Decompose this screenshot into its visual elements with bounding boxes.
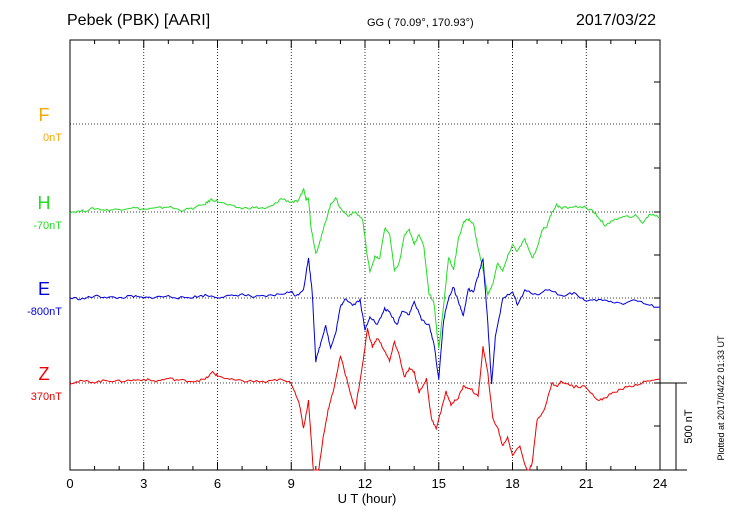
x-tick-label: 24 <box>653 476 667 491</box>
series-line-h <box>69 187 661 349</box>
x-axis-label: U T (hour) <box>338 491 397 506</box>
plot-frame <box>69 39 661 471</box>
series-name-z: Z <box>39 364 50 384</box>
x-tick-label: 3 <box>140 476 147 491</box>
series-offset-h: -70nT <box>33 220 62 232</box>
x-tick-label: 6 <box>214 476 221 491</box>
series-offset-z: 370nT <box>31 391 62 403</box>
x-tick-label: 9 <box>288 476 295 491</box>
x-tick-label: 21 <box>579 476 593 491</box>
series-offset-e: -800nT <box>27 306 62 318</box>
station-title: Pebek (PBK) [AARI] <box>67 12 211 29</box>
plotted-timestamp: Plotted at 2017/04/22 01:33 UT <box>716 335 726 461</box>
series-offset-f: 0nT <box>43 132 62 144</box>
plot-date: 2017/03/22 <box>576 12 657 29</box>
scale-bar-label: 500 nT <box>683 409 695 444</box>
series-name-e: E <box>38 279 50 299</box>
series-line-z <box>69 328 661 471</box>
series-line-e <box>69 257 661 385</box>
series-name-f: F <box>39 105 50 125</box>
x-tick-label: 18 <box>505 476 519 491</box>
x-tick-label: 0 <box>66 476 73 491</box>
station-coordinates: GG ( 70.09°, 170.93°) <box>367 17 474 29</box>
series-name-h: H <box>38 193 51 213</box>
x-tick-label: 12 <box>358 476 372 491</box>
x-tick-label: 15 <box>432 476 446 491</box>
